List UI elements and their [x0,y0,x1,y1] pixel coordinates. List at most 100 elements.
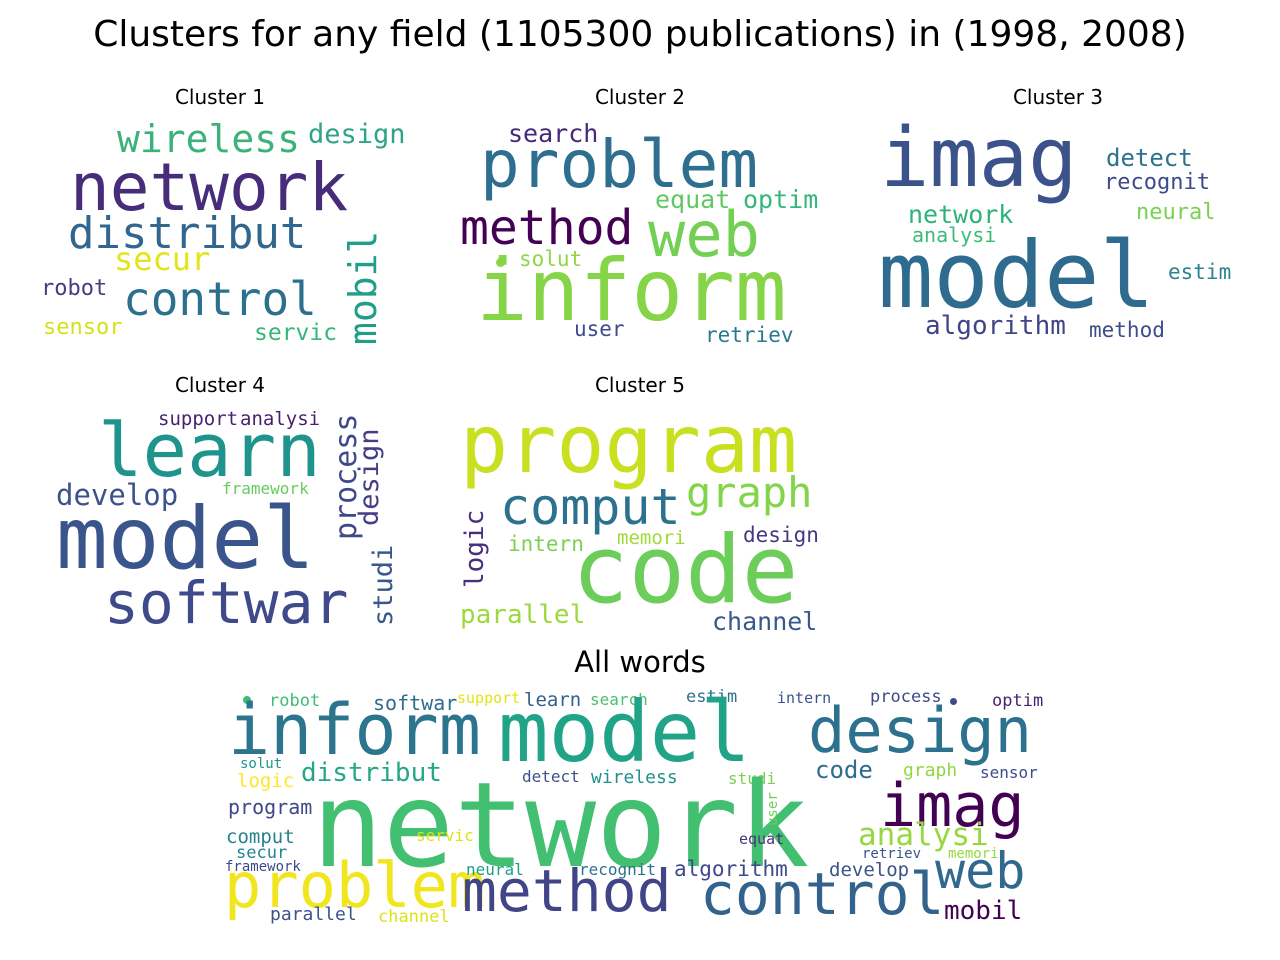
word-inform: inform [476,241,787,341]
word-all-solut: solut [240,756,283,772]
word-all-optim: optim [992,691,1044,711]
word-search: search [508,119,599,148]
word-memori: memori [617,527,686,549]
word-studi: studi [368,544,399,626]
word-all-search: search [590,690,648,709]
word-dot-all [243,696,251,704]
word-all-code: code [815,756,873,784]
word-all-program: program [228,795,313,819]
word-network: network [70,149,349,226]
word-user: user [574,317,625,341]
word-model-c4: model [56,489,315,589]
cluster-5-title: Cluster 5 [594,373,686,397]
word-method: method [460,200,634,256]
word-all-develop: develop [829,859,910,881]
word-all-intern: intern [777,689,832,707]
word-all-analysi: analysi [858,817,989,853]
word-detect: detect [1106,144,1193,172]
cluster-2-title: Cluster 2 [594,85,686,109]
word-all-comput: comput [226,826,295,848]
word-comput: comput [500,478,681,536]
word-solut: solut [519,247,583,271]
word-design: design [308,119,406,150]
word-channel-c5: channel [712,607,818,636]
word-method-c3: method [1089,318,1165,342]
cluster-1-title: Cluster 1 [174,85,266,109]
word-all-process: process [870,687,942,707]
word-all-retriev: retriev [862,846,922,862]
word-imag: imag [880,111,1078,206]
word-all-parallel: parallel [270,904,357,925]
word-all-mobil: mobil [944,896,1023,926]
word-all-studi: studi [728,769,777,788]
word-all-graph: graph [903,760,958,781]
word-web: web [648,198,760,271]
word-all-logic: logic [237,770,295,792]
cluster-3-title: Cluster 3 [1012,85,1104,109]
word-all-memori: memori [948,846,999,862]
word-all-equat: equat [739,830,785,848]
word-all-channel: channel [378,907,450,927]
word-all-servic: servic [416,826,474,845]
word-design-c4: design [354,428,385,526]
word-dot-all-2 [950,698,957,705]
word-all-learn: learn [524,689,582,711]
word-distribut: distribut [68,208,307,259]
word-all-model: model [498,683,751,781]
word-all-imag: imag [880,771,1025,841]
word-equat: equat [655,185,731,214]
word-program: program [460,398,798,491]
word-all-neural: neural [466,860,524,879]
word-learn: learn [98,408,321,494]
word-servic: servic [254,320,338,346]
word-all-distribut: distribut [301,758,442,788]
word-all-inform: inform [228,689,481,771]
cluster-4-title: Cluster 4 [174,373,266,397]
word-design-c5: design [743,523,819,547]
word-graph: graph [686,468,813,517]
word-framework: framework [222,479,309,498]
word-intern: intern [508,532,584,556]
word-all-sensor: sensor [980,763,1038,782]
word-recognit: recognit [1104,170,1210,195]
word-optim: optim [743,185,819,214]
word-control: control [123,272,317,326]
word-all-user: user [765,792,781,826]
word-analysi-c4: analysi [240,408,321,430]
word-all-detect: detect [522,767,580,786]
word-robot: robot [41,276,108,301]
word-mobil: mobil [341,230,385,345]
word-neural: neural [1136,200,1216,225]
word-all-algorithm: algorithm [674,857,788,881]
word-model-c3: model [878,222,1155,329]
word-all-wireless: wireless [591,767,678,788]
word-all-secur: secur [236,843,288,863]
word-dot [496,258,505,267]
word-all-support: support [457,689,521,707]
word-parallel-c5: parallel [460,600,586,630]
word-logic: logic [460,509,490,588]
word-retriev: retriev [705,323,794,347]
word-network-c3: network [908,200,1014,229]
word-all-recognit: recognit [579,860,657,879]
word-develop: develop [56,478,179,512]
word-algorithm: algorithm [925,311,1066,341]
word-all-robot: robot [269,691,321,711]
word-code-c5: code [572,516,799,625]
word-all-network: network [312,756,810,894]
figure-title: Clusters for any field (1105300 publicat… [93,14,1187,55]
word-secur: secur [114,240,211,278]
word-wireless: wireless [117,117,301,161]
word-all-estim: estim [686,687,738,707]
word-all-softwar: softwar [373,691,458,715]
word-all-framework: framework [225,859,301,875]
word-all-problem: problem [224,849,486,922]
word-estim: estim [1168,260,1232,284]
word-softwar: softwar [104,569,349,637]
word-analysi-c3: analysi [912,223,997,247]
word-all-control: control [700,860,945,928]
word-all-web: web [935,842,1026,900]
word-sensor: sensor [43,315,123,340]
word-all-design: design [808,694,1032,767]
word-all-method: method [462,857,672,925]
